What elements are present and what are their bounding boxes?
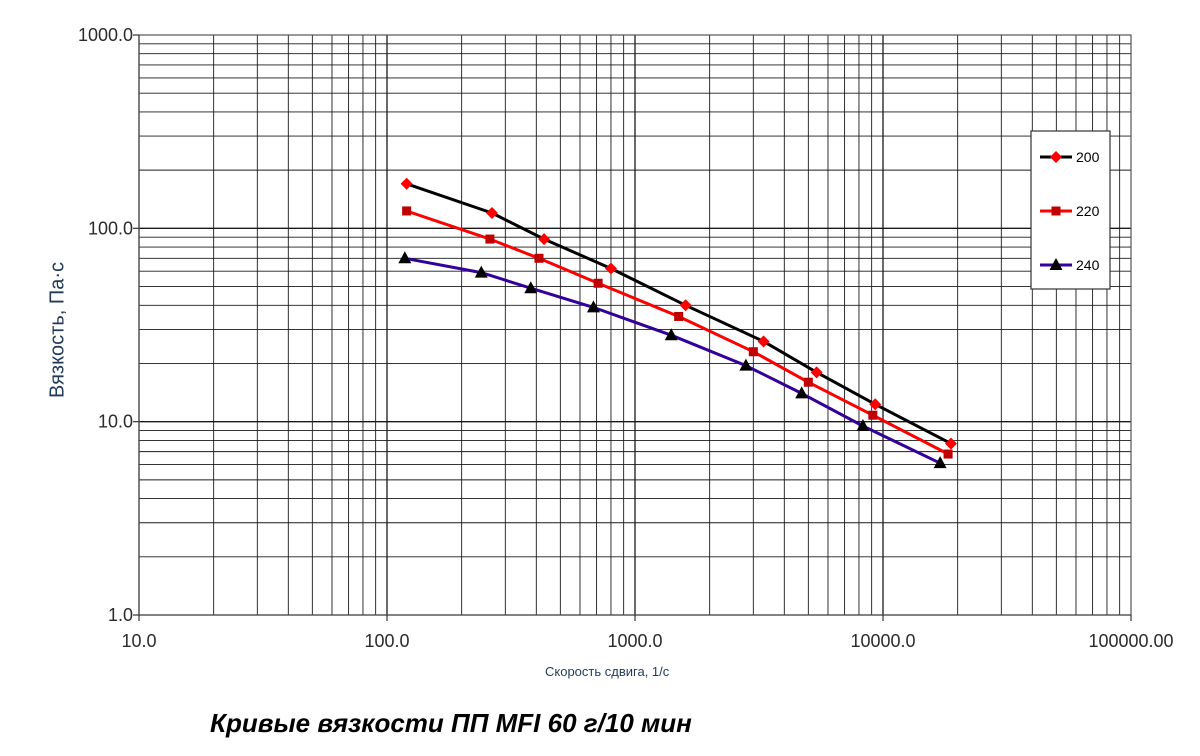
data-point (795, 386, 809, 399)
data-point (803, 377, 813, 387)
axis-ticks: 10.0 100.0 1000.0 10000.0 100000.00 1.0 10.0 10… (78, 25, 1174, 651)
data-point (400, 177, 413, 190)
data-point (593, 278, 603, 288)
x-axis-label: Скорость сдвига, 1/с (545, 664, 670, 679)
data-point (856, 418, 870, 431)
data-point (474, 265, 488, 278)
data-point (485, 234, 495, 244)
series-220 (402, 206, 953, 459)
data-point (534, 253, 544, 263)
data-point (664, 328, 678, 341)
y-tick-label: 100.0 (88, 218, 133, 238)
viscosity-chart: 10.0 100.0 1000.0 10000.0 100000.00 1.0 10.0 10… (78, 25, 1174, 651)
data-point (869, 398, 882, 411)
legend-label-240: 240 (1076, 257, 1100, 273)
y-tick-label: 1000.0 (78, 25, 133, 45)
chart-caption: Кривые вязкости ПП MFI 60 г/10 мин (210, 708, 692, 738)
data-point (739, 358, 753, 371)
data-point (604, 262, 617, 275)
data-point (402, 206, 412, 216)
legend-marker-220 (1051, 206, 1061, 216)
data-point (943, 449, 953, 459)
data-point (674, 311, 684, 321)
x-tick-label: 1000.0 (607, 631, 662, 651)
data-point (679, 299, 692, 312)
data-point (810, 366, 823, 379)
series (398, 177, 957, 469)
legend-label-200: 200 (1076, 149, 1100, 165)
series-240 (398, 251, 947, 469)
data-point (748, 347, 758, 357)
legend-label-220: 220 (1076, 203, 1100, 219)
legend-marker-240 (1049, 258, 1063, 270)
data-point (868, 410, 878, 420)
data-point (398, 251, 412, 264)
data-point (944, 437, 957, 450)
data-point (757, 335, 770, 348)
data-point (538, 233, 551, 246)
x-tick-label: 100.0 (364, 631, 409, 651)
x-tick-label: 10.0 (121, 631, 156, 651)
legend-marker-200 (1050, 151, 1062, 163)
data-point (524, 281, 538, 294)
data-point (485, 207, 498, 220)
y-axis-label: Вязкость, Па·с (46, 261, 69, 399)
series-200 (400, 177, 957, 450)
x-tick-label: 10000.0 (850, 631, 915, 651)
data-point (586, 300, 600, 313)
grid (138, 35, 1131, 616)
series-line-240 (403, 256, 942, 465)
data-point (933, 456, 947, 469)
legend: 200 220 240 (1030, 130, 1111, 290)
x-tick-label: 100000.00 (1088, 631, 1173, 651)
y-tick-label: 1.0 (108, 605, 133, 625)
y-tick-label: 10.0 (98, 412, 133, 432)
